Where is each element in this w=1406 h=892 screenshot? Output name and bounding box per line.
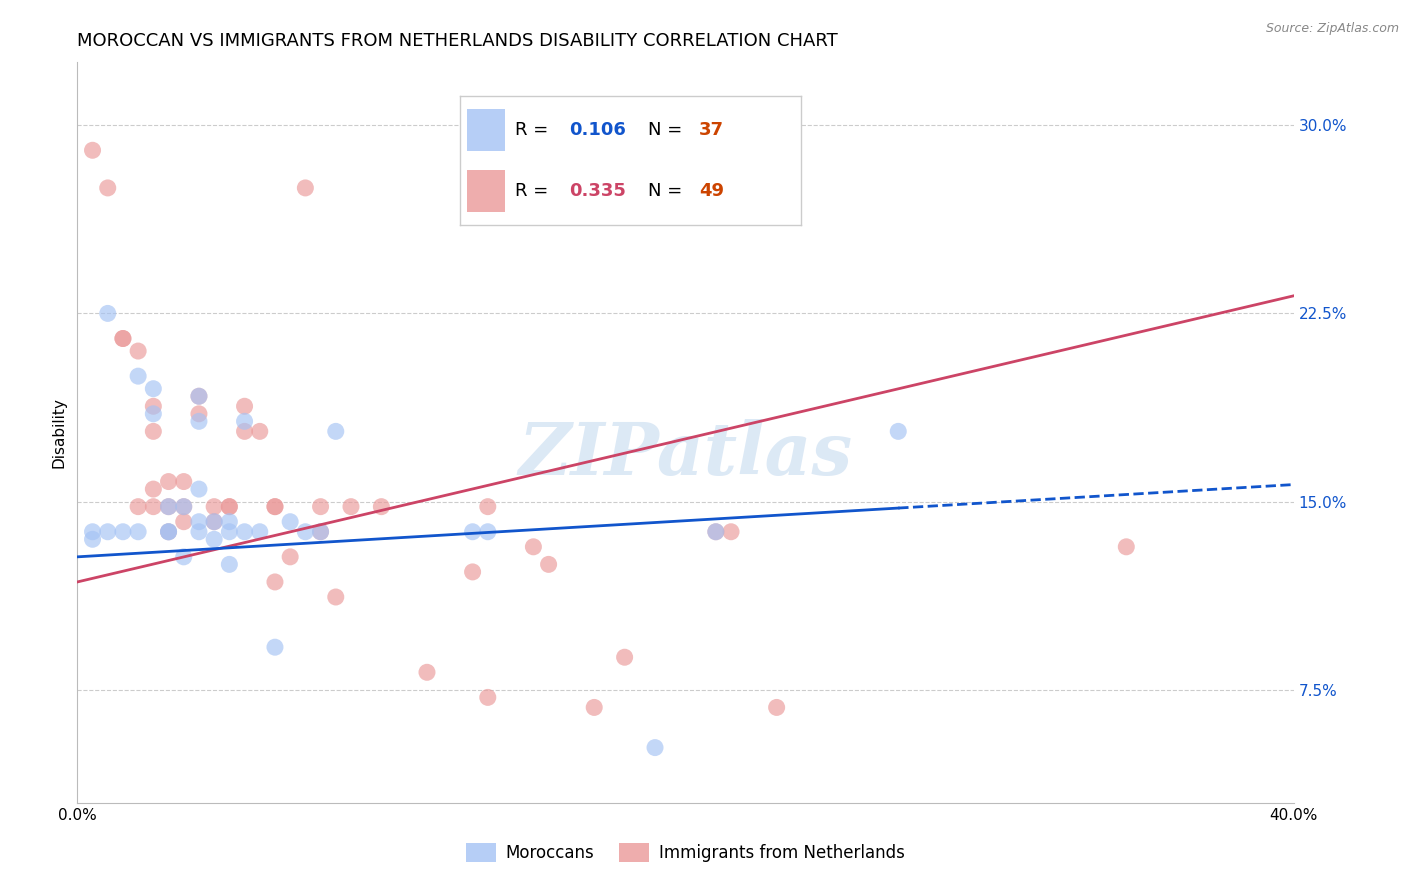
Point [218,558,240,572]
Point [325,425,347,439]
Point [97,306,120,320]
Point [173,500,195,514]
Point [249,524,271,539]
Point [675,143,697,157]
Point [537,181,560,195]
Point [173,515,195,529]
Point [370,500,392,514]
Point [264,500,287,514]
Point [583,700,606,714]
Point [704,524,727,539]
Point [127,369,149,384]
Point [188,414,211,428]
Point [218,500,240,514]
Point [233,399,256,413]
Point [97,181,120,195]
Point [264,640,287,655]
Point [202,515,225,529]
Point [188,389,211,403]
Point [142,382,165,396]
Point [644,740,666,755]
Point [477,500,499,514]
Point [537,558,560,572]
Point [325,590,347,604]
Legend: Moroccans, Immigrants from Netherlands: Moroccans, Immigrants from Netherlands [458,836,912,869]
Point [188,515,211,529]
Point [142,500,165,514]
Point [188,482,211,496]
Point [157,475,180,489]
Point [477,524,499,539]
Text: Source: ZipAtlas.com: Source: ZipAtlas.com [1265,22,1399,36]
Point [294,524,316,539]
Point [477,690,499,705]
Point [188,524,211,539]
Point [127,344,149,359]
Point [704,524,727,539]
Point [202,500,225,514]
Point [765,700,787,714]
Text: MOROCCAN VS IMMIGRANTS FROM NETHERLANDS DISABILITY CORRELATION CHART: MOROCCAN VS IMMIGRANTS FROM NETHERLANDS … [77,32,838,50]
Point [111,524,134,539]
Point [887,425,910,439]
Point [416,665,439,680]
Point [82,524,104,539]
Point [461,565,484,579]
Point [264,500,287,514]
Text: ZIPatlas: ZIPatlas [519,419,852,491]
Point [218,524,240,539]
Point [157,500,180,514]
Point [173,549,195,564]
Point [1115,540,1137,554]
Point [522,540,544,554]
Point [82,533,104,547]
Point [127,500,149,514]
Point [720,524,742,539]
Point [278,549,301,564]
Point [142,425,165,439]
Point [233,425,256,439]
Point [309,500,332,514]
Point [173,500,195,514]
Point [82,143,104,157]
Point [309,524,332,539]
Point [218,500,240,514]
Point [233,524,256,539]
Point [142,407,165,421]
Point [340,500,363,514]
Point [111,331,134,345]
Point [218,515,240,529]
Point [613,650,636,665]
Point [264,574,287,589]
Point [233,414,256,428]
Point [188,389,211,403]
Point [157,500,180,514]
Point [278,515,301,529]
Point [142,399,165,413]
Point [249,425,271,439]
Point [127,524,149,539]
Point [157,524,180,539]
Point [157,524,180,539]
Point [202,515,225,529]
Point [97,524,120,539]
Point [202,533,225,547]
Point [309,524,332,539]
Point [294,181,316,195]
Point [142,482,165,496]
Point [157,524,180,539]
Point [173,475,195,489]
Point [461,524,484,539]
Point [188,407,211,421]
Point [111,331,134,345]
Y-axis label: Disability: Disability [51,397,66,468]
